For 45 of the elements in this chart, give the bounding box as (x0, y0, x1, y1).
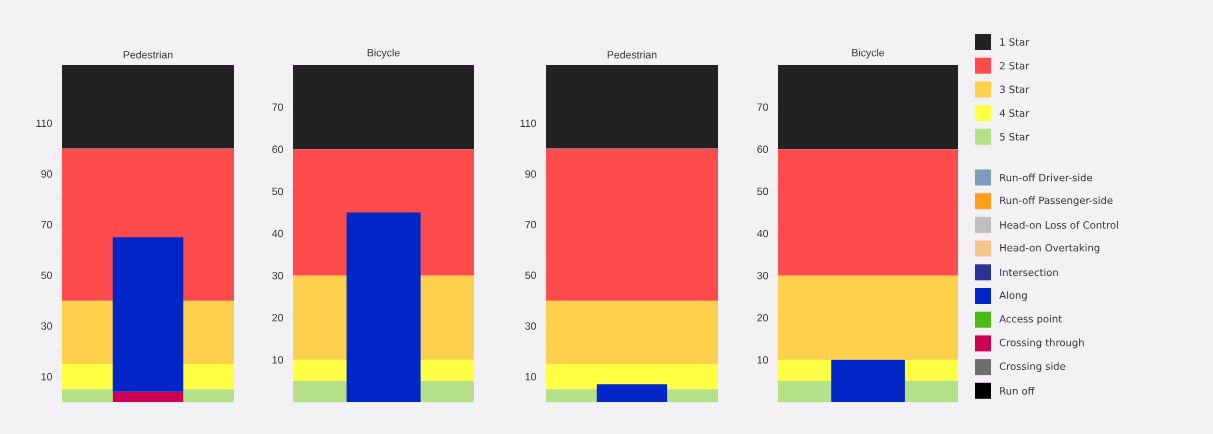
y-tick-label: 70 (525, 220, 537, 229)
y-tick-label: 30 (272, 271, 284, 280)
y-tick-label: 110 (36, 119, 53, 127)
y-tick-label: 10 (272, 356, 284, 364)
y-tick-label: 40 (757, 229, 769, 238)
chart-title: Pedestrian (123, 50, 173, 59)
y-tick-label: 90 (525, 170, 537, 178)
legend-label: 2 Star (999, 61, 1030, 70)
legend-label: Along (999, 291, 1027, 301)
legend-label: 1 Star (1000, 38, 1030, 46)
legend-label: 5 Star (999, 133, 1030, 141)
legend-label: Run-off Passenger-side (1000, 196, 1113, 207)
y-tick-label: 10 (525, 372, 537, 381)
legend-label: Intersection (1000, 268, 1058, 277)
y-tick-label: 60 (272, 145, 284, 153)
y-tick-label: 70 (272, 103, 284, 111)
legend-label: 3 Star (999, 85, 1030, 94)
y-tick-label: 30 (757, 271, 769, 280)
legend-label: Head-on Overtaking (1000, 243, 1100, 254)
y-tick-label: 10 (757, 356, 769, 364)
y-tick-label: 10 (41, 372, 53, 381)
y-tick-label: 40 (272, 229, 284, 238)
y-tick-label: 20 (757, 314, 769, 322)
chart-title: Bicycle (367, 48, 400, 59)
legend-label: Access point (999, 314, 1062, 325)
legend-label: Run-off Driver-side (1000, 173, 1093, 182)
y-tick-label: 90 (41, 170, 53, 178)
legend-label: Crossing side (999, 362, 1066, 372)
chart-title: Pedestrian (607, 50, 657, 59)
legend-label: Head-on Loss of Control (1000, 221, 1118, 229)
y-tick-label: 50 (272, 187, 284, 196)
legend-label: 4 Star (999, 109, 1030, 117)
y-tick-label: 50 (41, 271, 53, 280)
y-tick-label: 30 (41, 322, 53, 330)
y-tick-label: 50 (757, 187, 769, 196)
y-tick-label: 20 (272, 314, 284, 322)
chart-title: Bicycle (852, 48, 885, 59)
y-tick-label: 50 (525, 271, 537, 280)
legend-label: Crossing through (999, 338, 1084, 349)
y-tick-label: 70 (41, 220, 53, 229)
legend-label: Run off (1000, 386, 1035, 395)
y-tick-label: 30 (525, 322, 537, 330)
y-tick-label: 70 (757, 103, 769, 111)
y-tick-label: 60 (757, 145, 769, 153)
y-tick-label: 110 (520, 119, 537, 127)
